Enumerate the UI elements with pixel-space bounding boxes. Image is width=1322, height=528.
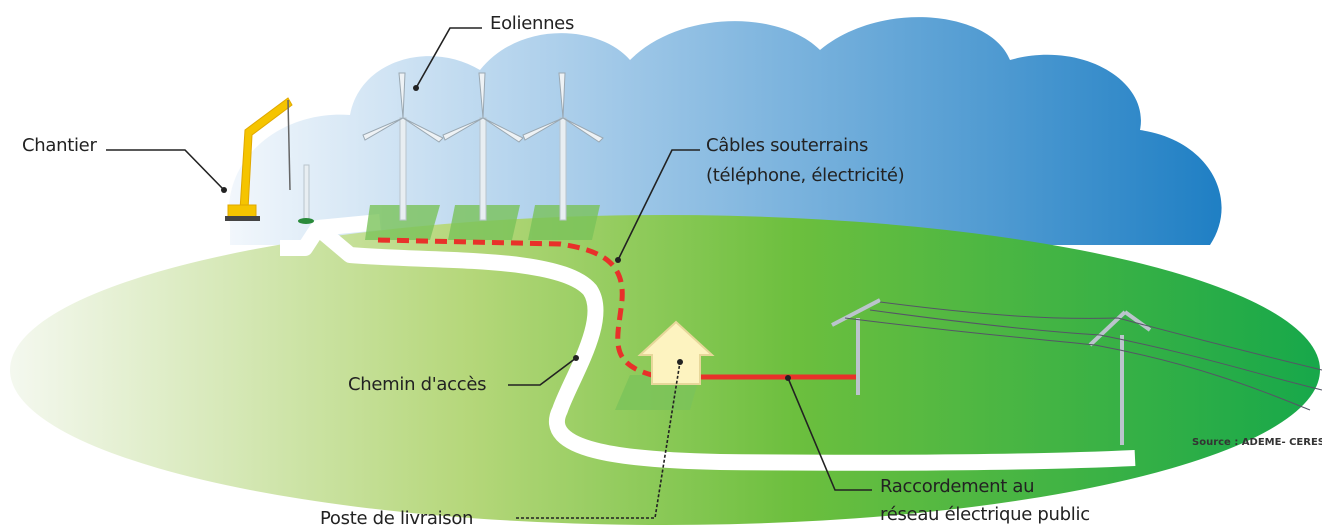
label-chemin: Chemin d'accès bbox=[348, 374, 486, 395]
label-cables: Câbles souterrains bbox=[706, 135, 868, 156]
label-raccordement: réseau électrique public bbox=[880, 504, 1090, 525]
source: Source : ADEME- CERES bbox=[1192, 437, 1322, 448]
label-eoliennes: Eoliennes bbox=[490, 13, 574, 34]
label-raccordement: Raccordement au bbox=[880, 476, 1034, 497]
diagram: Eoliennes Chantier Câbles souterrains (t… bbox=[0, 0, 1322, 528]
label-cables: (téléphone, électricité) bbox=[706, 165, 904, 186]
label-chantier: Chantier bbox=[22, 135, 97, 156]
label-poste: Poste de livraison bbox=[320, 508, 473, 528]
